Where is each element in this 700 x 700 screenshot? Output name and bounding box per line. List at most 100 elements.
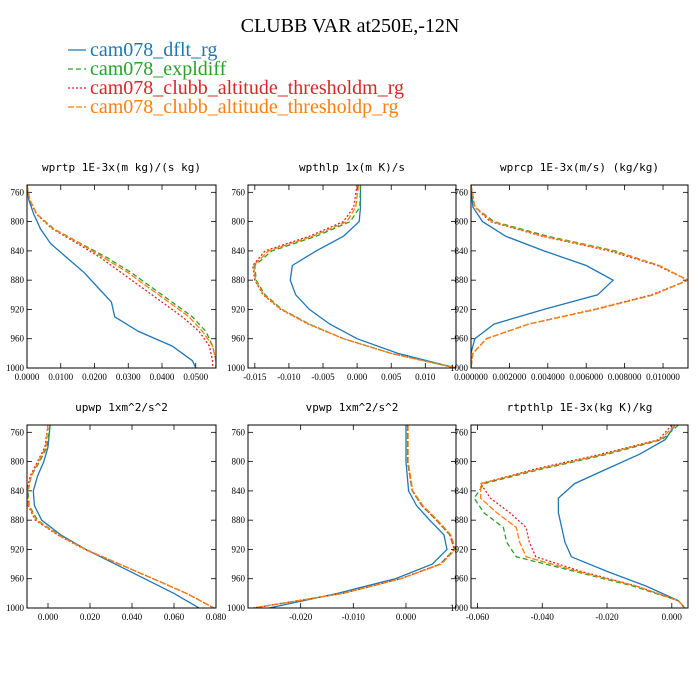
series-line	[252, 185, 456, 368]
series-line	[480, 425, 686, 608]
y-tick-label: 760	[11, 187, 25, 197]
x-tick-label: -0.040	[531, 612, 555, 622]
series-line	[473, 425, 686, 608]
y-tick-label: 840	[455, 246, 469, 256]
y-tick-label: 1000	[6, 363, 25, 373]
series-group	[471, 185, 688, 368]
series-group	[27, 425, 215, 608]
series-line	[27, 185, 197, 368]
y-tick-label: 800	[232, 457, 246, 467]
y-tick-label: 1000	[227, 363, 246, 373]
x-tick-label: 0.006000	[569, 372, 603, 382]
y-tick-label: 760	[455, 427, 469, 437]
x-tick-label: 0.000	[347, 372, 368, 382]
y-tick-label: 760	[455, 187, 469, 197]
x-tick-label: 0.040	[122, 612, 143, 622]
series-group	[473, 425, 686, 608]
series-line	[252, 185, 456, 368]
series-line	[479, 425, 686, 608]
y-tick-label: 1000	[450, 363, 469, 373]
figure-title: CLUBB VAR at250E,-12N	[241, 15, 460, 37]
y-tick-label: 840	[455, 486, 469, 496]
series-group	[252, 185, 456, 368]
y-tick-label: 880	[455, 275, 469, 285]
y-tick-label: 960	[455, 334, 469, 344]
y-tick-label: 960	[232, 574, 246, 584]
panel: wpthlp 1x(m K)/s7608008408809209601000-0…	[227, 161, 457, 382]
legend-label: cam078_dflt_rg	[90, 39, 217, 61]
y-tick-label: 920	[11, 544, 25, 554]
panel-title: wprcp 1E-3x(m/s) (kg/kg)	[500, 161, 659, 174]
x-tick-label: 0.0400	[150, 372, 175, 382]
series-line	[27, 425, 215, 608]
series-line	[253, 425, 456, 608]
series-line	[27, 425, 215, 608]
panels: wprtp 1E-3x(m kg)/(s kg) 760 800 840 880 920 9…	[6, 161, 689, 622]
panel-title: upwp 1xm^2/s^2	[75, 401, 168, 414]
y-tick-label: 960	[11, 574, 25, 584]
series-group	[253, 425, 456, 608]
panel: vpwp 1xm^2/s^2 760 800 840 880 920 960 1000 -0.0…	[227, 401, 457, 622]
y-tick-label: 920	[11, 304, 25, 314]
y-tick-label: 880	[232, 515, 246, 525]
x-tick-label: 0.000000	[454, 372, 488, 382]
x-tick-label: 0.008000	[608, 372, 642, 382]
panel: wprtp 1E-3x(m kg)/(s kg) 760 800 840 880 920 9…	[6, 161, 217, 382]
panel-title: wprtp 1E-3x(m kg)/(s kg)	[42, 161, 201, 174]
plot-frame	[247, 424, 457, 609]
y-tick-label: 960	[232, 334, 246, 344]
x-tick-label: 0.020	[80, 612, 101, 622]
panel-title: vpwp 1xm^2/s^2	[306, 401, 399, 414]
x-tick-label: 0.0500	[183, 372, 208, 382]
legend-label: cam078_expldiff	[90, 58, 227, 80]
series-line	[27, 185, 214, 368]
y-tick-label: 880	[455, 515, 469, 525]
series-line	[471, 185, 688, 368]
x-tick-label: 0.010000	[646, 372, 680, 382]
y-tick-label: 1000	[6, 603, 25, 613]
series-line	[27, 185, 216, 368]
plot-frame	[26, 424, 217, 609]
x-tick-label: 0.000	[662, 612, 683, 622]
y-tick-label: 800	[232, 217, 246, 227]
series-line	[27, 425, 215, 608]
series-group	[27, 185, 216, 368]
panel: wprcp 1E-3x(m/s) (kg/kg) 760 800 840 880 920 9…	[450, 161, 689, 382]
series-line	[471, 185, 688, 368]
y-tick-label: 920	[232, 544, 246, 554]
x-tick-label: 0.0100	[48, 372, 73, 382]
x-tick-label: 0.010	[415, 372, 436, 382]
y-tick-label: 800	[455, 217, 469, 227]
y-tick-label: 800	[11, 457, 25, 467]
plot-frame	[26, 184, 217, 369]
series-line	[254, 185, 456, 368]
x-tick-label: 0.060	[164, 612, 185, 622]
x-tick-label: 0.080	[206, 612, 227, 622]
y-tick-label: 840	[232, 486, 246, 496]
x-tick-label: 0.004000	[531, 372, 565, 382]
series-line	[471, 185, 615, 368]
y-tick-label: 880	[11, 515, 25, 525]
series-line	[289, 185, 456, 368]
panel: rtpthlp 1E-3x(kg K)/kg 760 800 840 880 920 960…	[450, 401, 689, 622]
y-tick-label: 1000	[450, 603, 469, 613]
y-tick-label: 880	[232, 275, 246, 285]
y-tick-label: 760	[232, 187, 246, 197]
series-line	[253, 425, 456, 608]
x-tick-label: 0.000	[38, 612, 59, 622]
legend-entry: cam078_clubb_altitude_thresholdp_rg	[68, 96, 398, 118]
y-tick-label: 800	[455, 457, 469, 467]
series-line	[268, 425, 448, 608]
y-tick-label: 960	[11, 334, 25, 344]
x-tick-label: 0.002000	[493, 372, 527, 382]
plot-frame	[247, 184, 457, 369]
x-tick-label: 0.0200	[82, 372, 107, 382]
x-tick-label: -0.005	[311, 372, 335, 382]
panel-title: wpthlp 1x(m K)/s	[299, 161, 405, 174]
series-line	[27, 185, 216, 368]
y-tick-label: 920	[455, 544, 469, 554]
y-tick-label: 840	[11, 486, 25, 496]
y-tick-label: 880	[11, 275, 25, 285]
